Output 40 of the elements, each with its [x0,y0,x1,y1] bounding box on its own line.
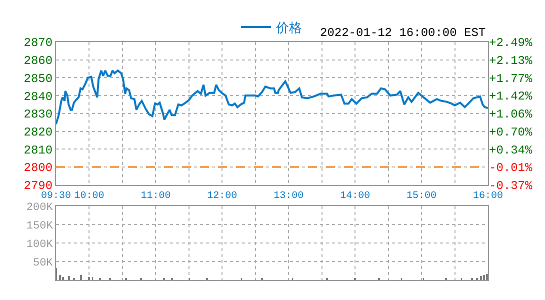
bar [68,276,70,280]
y-tick-label: 2830 [24,108,53,122]
bar [486,274,488,280]
y2-tick-label: -0.01% [489,161,534,176]
x-tick-label: 16:00 [472,190,504,202]
y-tick-label: 2860 [24,54,53,68]
y-tick-label: 2840 [24,90,53,104]
y-tick-label: 2810 [24,143,53,158]
y2-tick-label: -0.37% [489,179,534,193]
line-series [56,70,488,126]
y-tick-label: 2800 [24,161,53,176]
bar [80,275,82,280]
y-tick-label: 2870 [24,36,53,50]
y-tick-label: 200K [26,202,54,214]
y2-tick-label: +1.06% [489,108,534,122]
x-tick-label: 09:30 [40,190,72,202]
text: 2022-01-12 16:00:00 EST [320,26,486,40]
y2-tick-label: +0.70% [489,126,534,140]
y2-tick-label: +1.42% [489,90,534,104]
bar [62,277,64,280]
bar [88,277,90,280]
y-tick-label: 50K [32,257,54,270]
y2-tick-label: +2.49% [489,36,534,50]
y2-tick-label: +0.34% [489,144,534,158]
x-tick-label: 14:00 [340,190,370,202]
x-tick-label: 12:00 [207,190,238,202]
y-tick-label: 150K [26,220,54,233]
x-tick-label: 13:00 [274,190,304,202]
bar [480,276,482,280]
y2-tick-label: +1.77% [489,72,534,86]
bar [483,275,485,280]
y2-tick-label: +2.13% [489,54,534,68]
x-tick-label: 15:00 [406,190,437,202]
y-tick-label: 100K [26,238,54,251]
y-tick-label: 2850 [24,72,53,86]
x-tick-label: 10:00 [74,190,104,202]
x-tick-label: 11:00 [140,190,171,202]
legend-label: 价格 [275,21,302,36]
bar [59,275,61,280]
y-tick-label: 2820 [24,125,53,140]
